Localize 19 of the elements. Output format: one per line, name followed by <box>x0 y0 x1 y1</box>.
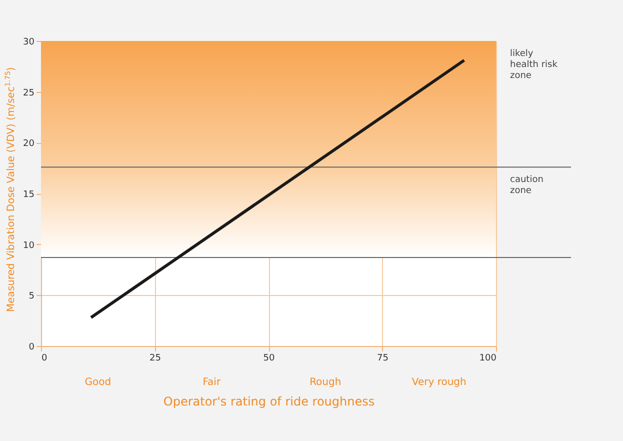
x-tick-label: 75 <box>377 354 388 364</box>
y-tick-label: 0 <box>28 342 35 352</box>
band-label: likely health risk zone <box>510 49 558 81</box>
y-tick-label: 15 <box>23 190 34 200</box>
text: Very rough <box>412 377 466 388</box>
text: Rough <box>310 377 342 388</box>
x-tick-label: 25 <box>150 354 161 364</box>
x-tick-label: 0 <box>42 354 48 364</box>
y-tick-label: 25 <box>23 88 34 98</box>
y-tick-label: 10 <box>23 240 35 251</box>
band-label: caution zone <box>510 175 544 196</box>
y-tick-label: 20 <box>23 139 35 150</box>
x-axis-title: Operator's rating of ride roughness <box>163 394 375 408</box>
x-tick-label: 50 <box>263 354 275 364</box>
x-tick-label: 100 <box>479 354 497 364</box>
y-tick-label: 5 <box>28 292 34 302</box>
text: Fair <box>202 377 222 388</box>
text: Good <box>84 377 112 388</box>
y-tick-label: 30 <box>23 38 35 48</box>
